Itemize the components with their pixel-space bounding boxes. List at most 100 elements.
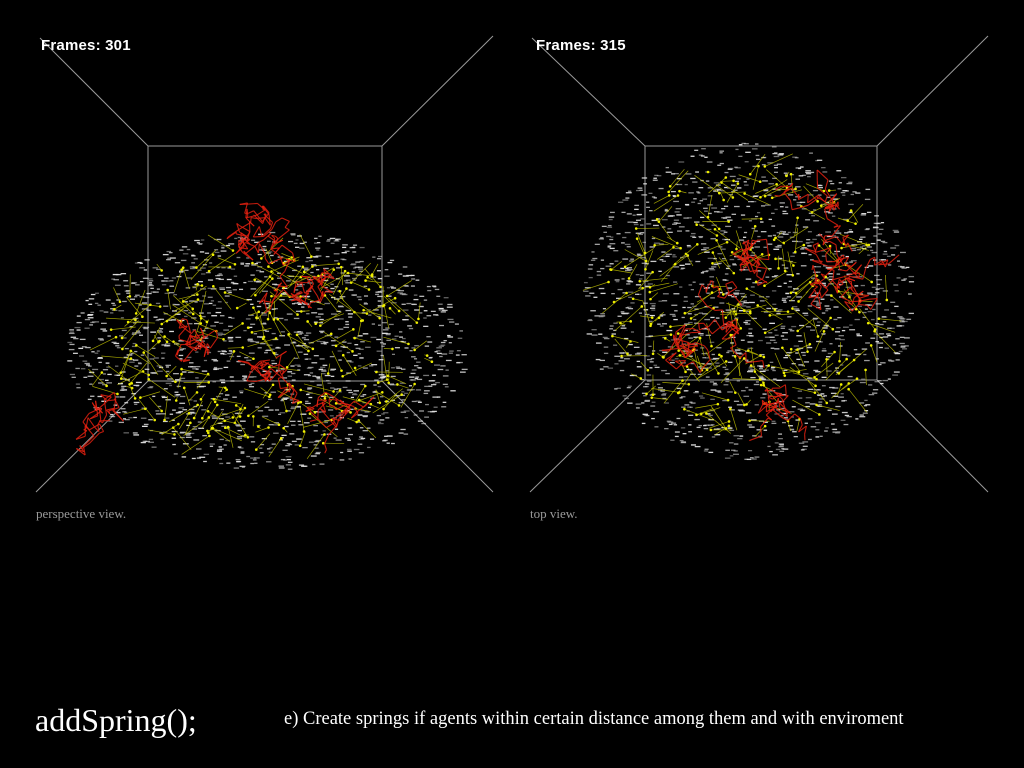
agent [144, 259, 150, 261]
spring [355, 385, 366, 401]
agent [381, 376, 386, 379]
agent [641, 422, 646, 425]
spring [143, 352, 159, 375]
spring [128, 384, 136, 399]
agent [333, 388, 338, 390]
agent [134, 403, 138, 406]
cluster-spring [746, 257, 754, 267]
agent [650, 260, 657, 263]
cluster-spring [706, 305, 716, 311]
agent-node [643, 251, 647, 255]
cluster-spring [106, 396, 112, 402]
cluster-spring [798, 193, 809, 201]
agent [213, 368, 217, 371]
agent [584, 287, 591, 289]
agent [302, 465, 308, 467]
agent [334, 428, 339, 430]
agent [189, 267, 196, 270]
agent [419, 305, 424, 308]
agent-node [754, 280, 758, 284]
agent [191, 412, 196, 414]
cluster-spring [767, 396, 771, 405]
cluster-spring [100, 394, 108, 402]
agent-node [200, 284, 204, 287]
agent [345, 323, 350, 326]
spring [345, 272, 373, 277]
agent-node [270, 270, 273, 273]
agent [226, 360, 231, 362]
cluster-spring [749, 436, 760, 442]
agent [725, 225, 731, 228]
agent [112, 304, 117, 306]
agent [284, 425, 289, 428]
agent-node [760, 252, 764, 256]
agent [295, 310, 301, 312]
spring [787, 420, 791, 432]
agent [243, 329, 247, 332]
agent-node [681, 379, 684, 382]
cluster-spring [297, 298, 308, 304]
agent [208, 302, 213, 305]
agent [405, 315, 410, 317]
agent [832, 253, 837, 255]
agent [765, 276, 770, 278]
agent [613, 329, 617, 332]
agent [330, 283, 334, 285]
agent [805, 171, 810, 174]
agent [400, 411, 407, 413]
agent [688, 414, 694, 416]
agent [864, 410, 869, 412]
agent [186, 277, 193, 279]
agent [419, 410, 425, 412]
agent-node [195, 266, 198, 269]
agent [286, 458, 291, 461]
agent [439, 324, 445, 327]
agent [771, 290, 777, 292]
agent [684, 183, 688, 186]
agent [203, 460, 207, 463]
agent [226, 290, 232, 292]
agent [649, 246, 655, 248]
cluster-spring [817, 187, 828, 197]
agent [281, 434, 287, 437]
spring [335, 339, 346, 347]
agent [281, 377, 288, 379]
cluster-spring [825, 254, 828, 262]
agent [343, 326, 349, 329]
agent-node [646, 368, 650, 372]
agent [290, 372, 296, 375]
agent [179, 402, 186, 404]
agent [814, 360, 820, 362]
agent [246, 257, 250, 259]
agent [774, 329, 778, 331]
cluster-spring [75, 430, 88, 440]
agent [646, 201, 650, 203]
agent [709, 269, 716, 271]
agent [664, 427, 669, 430]
agent [303, 338, 310, 341]
cluster-spring [278, 376, 284, 379]
agent [757, 339, 763, 342]
cluster-spring [316, 397, 319, 407]
agent [297, 333, 303, 335]
agent [207, 296, 213, 298]
spring [850, 210, 859, 223]
agent [307, 295, 311, 298]
cluster-spring [254, 242, 259, 247]
agent [775, 246, 782, 248]
agent [815, 292, 820, 294]
agent [111, 302, 115, 305]
agent [635, 403, 642, 405]
agent [333, 437, 337, 439]
agent [293, 317, 300, 320]
agent-node [676, 332, 680, 335]
agent [754, 215, 759, 218]
agent [746, 458, 752, 461]
box-edge [876, 379, 989, 493]
agent [708, 451, 714, 454]
agent [95, 321, 100, 323]
agent [725, 372, 730, 374]
spring [839, 342, 842, 362]
spring [732, 378, 761, 380]
agent [598, 316, 604, 318]
